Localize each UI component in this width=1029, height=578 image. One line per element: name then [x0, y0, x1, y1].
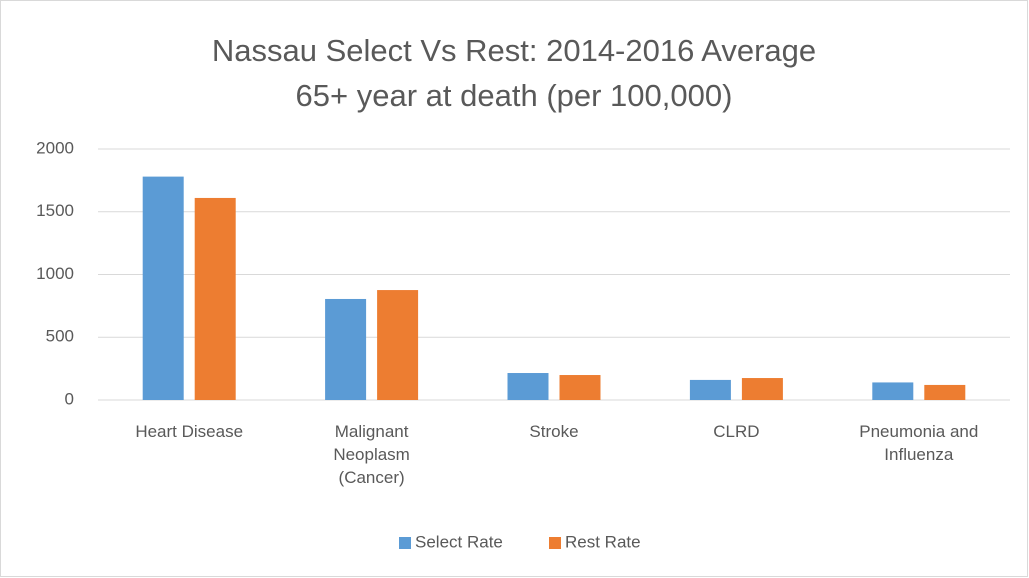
bar [924, 384, 966, 400]
bar [194, 197, 236, 400]
bar [689, 379, 731, 400]
legend-swatch [399, 537, 411, 549]
legend-swatch [549, 537, 561, 549]
chart-title: Nassau Select Vs Rest: 2014-2016 Average [212, 33, 816, 68]
chart-subtitle: 65+ year at death (per 100,000) [296, 78, 733, 113]
bar [507, 373, 549, 400]
y-tick-label: 2000 [36, 138, 74, 157]
bar [741, 378, 783, 400]
x-tick-label: Heart Disease [135, 422, 244, 441]
bar [872, 382, 914, 400]
legend-label: Select Rate [415, 532, 503, 551]
bar [559, 375, 601, 400]
x-tick-label: Pneumonia and Influenza [859, 422, 979, 464]
y-tick-label: 500 [46, 327, 74, 346]
x-tick-label: CLRD [713, 422, 760, 441]
bar [325, 298, 367, 400]
x-tick-label: Malignant Neoplasm (Cancer) [333, 422, 410, 487]
y-tick-label: 1500 [36, 201, 74, 220]
x-tick-label: Stroke [529, 422, 579, 441]
bar [377, 290, 419, 400]
legend-label: Rest Rate [565, 532, 641, 551]
bar [142, 176, 184, 400]
y-tick-label: 1000 [36, 264, 74, 283]
y-tick-label: 0 [65, 389, 74, 408]
